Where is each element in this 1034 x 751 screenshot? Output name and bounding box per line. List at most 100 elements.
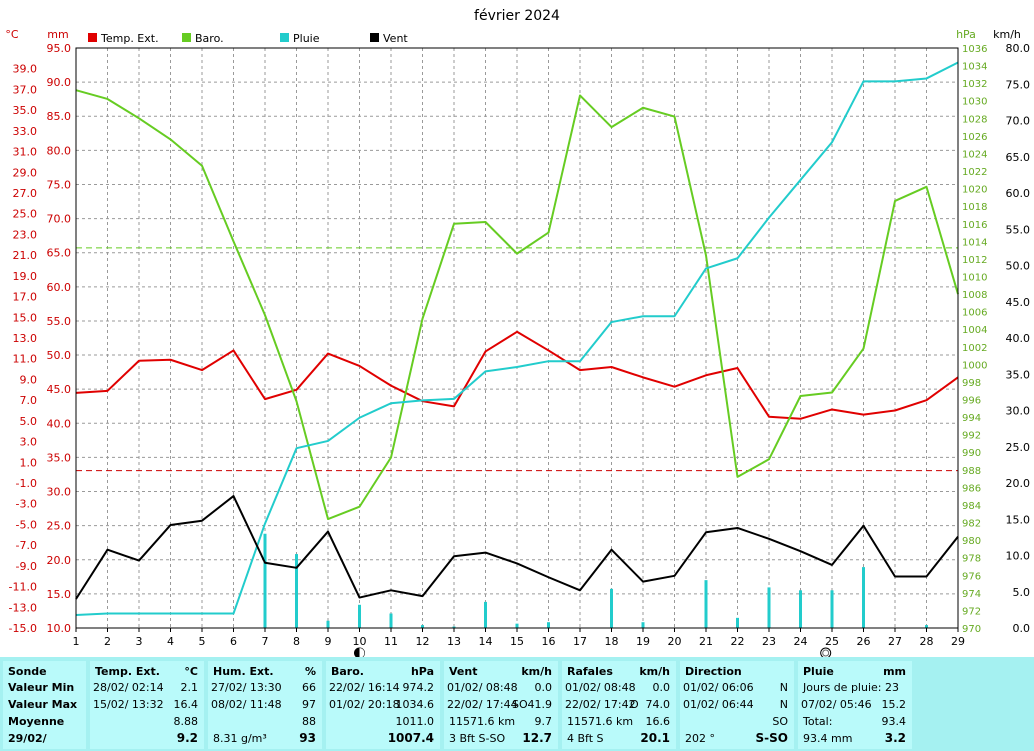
summary-row: 1007.4 xyxy=(326,730,440,747)
summary-datetime: 01/02/ 06:06 xyxy=(683,681,754,694)
humidity-unit: mm xyxy=(47,28,68,41)
summary-datetime: 01/02/ 06:44 xyxy=(683,698,754,711)
rain-bar xyxy=(295,554,298,628)
summary-datetime: 08/02/ 11:48 xyxy=(211,698,282,711)
summary-row: Jours de pluie: 23 xyxy=(798,679,912,696)
baro-tick-label: 1022 xyxy=(962,167,987,178)
summary-extra: 202 ° xyxy=(685,732,715,745)
temp-tick-label: 19.0 xyxy=(13,270,38,283)
summary-row: Total: 93.4 xyxy=(798,713,912,730)
summary-header: Vent km/h xyxy=(444,663,558,680)
baro-tick-label: 1024 xyxy=(962,149,987,160)
x-tick-label: 26 xyxy=(857,635,871,648)
summary-extra: 11571.6 km xyxy=(449,715,516,728)
temp-tick-label: 7.0 xyxy=(20,394,38,407)
rain-bar xyxy=(925,625,928,628)
summary-row: 29/02/ xyxy=(3,730,86,747)
baro-unit: hPa xyxy=(956,28,976,41)
wind-tick-label: 25.0 xyxy=(1006,441,1031,454)
summary-row: 07/02/ 05:46 15.2 xyxy=(798,696,912,713)
baro-tick-label: 1016 xyxy=(962,220,987,231)
legend-label: Temp. Ext. xyxy=(100,32,159,45)
wind-tick-label: 30.0 xyxy=(1006,405,1031,418)
summary-row: 01/02/ 06:44 N xyxy=(680,696,794,713)
summary-unit: km/h xyxy=(639,665,670,678)
summary-datetime: 01/02/ 08:48 xyxy=(565,681,636,694)
summary-header: Sonde xyxy=(3,663,86,680)
temp-tick-label: -9.0 xyxy=(16,560,37,573)
summary-row: 88 xyxy=(208,713,322,730)
x-tick-label: 5 xyxy=(199,635,206,648)
rain-bar xyxy=(452,626,456,628)
summary-datetime: 27/02/ 13:30 xyxy=(211,681,282,694)
summary-title: Sonde xyxy=(8,665,47,678)
x-tick-label: 17 xyxy=(573,635,587,648)
temp-tick-label: 1.0 xyxy=(20,456,38,469)
reference-lines xyxy=(76,247,958,472)
summary-value: 97 xyxy=(302,698,316,711)
baro-tick-label: 1026 xyxy=(962,132,987,143)
temp-tick-label: -13.0 xyxy=(9,601,37,614)
summary-datetime: 01/02/ 20:18 xyxy=(329,698,400,711)
summary-value: S-SO xyxy=(755,731,788,745)
summary-title: Hum. Ext. xyxy=(213,665,274,678)
rain-bar xyxy=(389,613,393,628)
temp-tick-label: 3.0 xyxy=(20,436,38,449)
summary-col-3: Baro. hPa 22/02/ 16:14 974.2 01/02/ 20:18 103… xyxy=(326,661,440,749)
legend-swatch xyxy=(370,33,379,42)
humidity-tick-label: 5.0 xyxy=(54,656,72,657)
humidity-tick-label: 60.0 xyxy=(47,281,72,294)
summary-value: N xyxy=(779,698,788,711)
summary-title: Rafales xyxy=(567,665,613,678)
temp-tick-label: 29.0 xyxy=(13,166,38,179)
summary-value: 74.0 xyxy=(645,698,671,711)
summary-title: Temp. Ext. xyxy=(95,665,160,678)
summary-value: 9.2 xyxy=(176,731,198,745)
summary-datetime: 07/02/ 05:46 xyxy=(801,698,872,711)
baro-tick-label: 982 xyxy=(962,519,981,530)
summary-row: 9.2 xyxy=(90,730,204,747)
legend-swatch xyxy=(88,33,97,42)
x-tick-label: 18 xyxy=(605,635,619,648)
legend-swatch xyxy=(280,33,289,42)
summary-value: 12.7 xyxy=(522,731,552,745)
rain-bar xyxy=(515,623,519,628)
temp-tick-label: 31.0 xyxy=(13,146,38,159)
wind-tick-label: 35.0 xyxy=(1006,368,1031,381)
summary-value: SO xyxy=(772,715,788,728)
summary-col-7: Pluie mm Jours de pluie: 23 07/02/ 05:46 15.… xyxy=(798,661,912,749)
summary-col-1: Temp. Ext. °C 28/02/ 02:14 2.1 15/02/ 13:32 1… xyxy=(90,661,204,749)
summary-value: 88 xyxy=(302,715,316,728)
temp-tick-label: 17.0 xyxy=(13,291,38,304)
summary-value: 15.2 xyxy=(881,698,907,711)
temp-tick-label: 33.0 xyxy=(13,125,38,138)
summary-value: 41.9 xyxy=(527,698,553,711)
baro-tick-label: 1010 xyxy=(962,272,987,283)
rain-bar xyxy=(704,580,708,628)
summary-value: 16.6 xyxy=(645,715,671,728)
summary-extra: 8.31 g/m³ xyxy=(213,732,267,745)
baro-tick-label: 1028 xyxy=(962,114,987,125)
x-tick-label: 16 xyxy=(542,635,556,648)
baro-tick-label: 1018 xyxy=(962,202,987,213)
humidity-tick-label: 55.0 xyxy=(47,315,72,328)
temp-unit: °C xyxy=(5,28,19,41)
rain-bar xyxy=(326,620,330,628)
summary-row: 01/02/ 20:18 1034.6 xyxy=(326,696,440,713)
summary-value: 1007.4 xyxy=(387,731,434,745)
summary-title: Vent xyxy=(449,665,478,678)
temp-tick-label: 25.0 xyxy=(13,208,38,221)
summary-value: 3.2 xyxy=(884,731,906,745)
temp-tick-label: 9.0 xyxy=(20,373,38,386)
x-tick-label: 14 xyxy=(479,635,493,648)
temp-tick-label: 39.0 xyxy=(13,63,38,76)
summary-header: Direction xyxy=(680,663,794,680)
x-tick-label: 28 xyxy=(920,635,934,648)
x-tick-label: 22 xyxy=(731,635,745,648)
summary-extra: 4 Bft S xyxy=(567,732,604,745)
summary-extra: 11571.6 km xyxy=(567,715,634,728)
summary-row: Valeur Min xyxy=(3,679,86,696)
baro-tick-label: 978 xyxy=(962,554,981,565)
x-tick-label: 21 xyxy=(699,635,713,648)
summary-unit: km/h xyxy=(521,665,552,678)
